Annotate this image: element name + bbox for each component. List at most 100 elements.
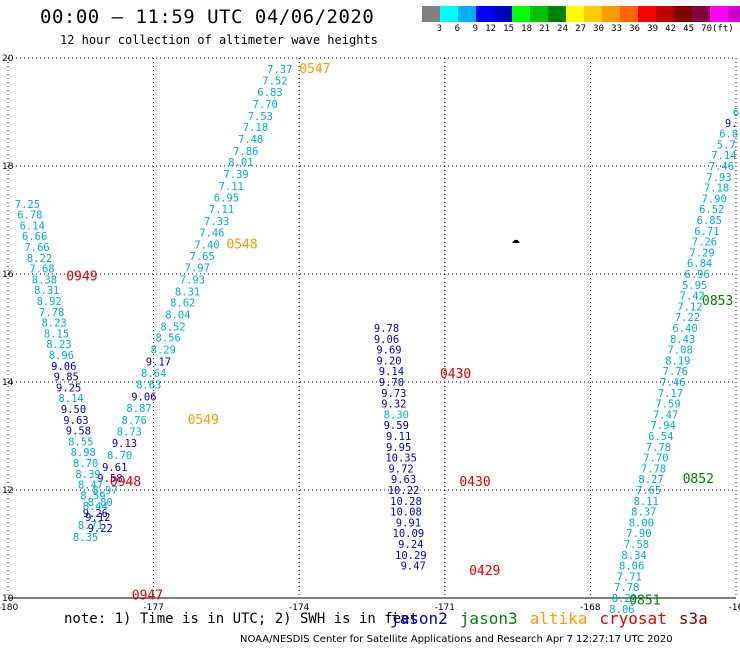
wave-height-value: 6 [733, 107, 739, 119]
wave-height-value: 9.85 [54, 372, 79, 384]
footer-credit: NOAA/NESDIS Center for Satellite Applica… [240, 634, 673, 645]
wave-height-value: 9.58 [97, 473, 122, 485]
wave-height-value: 8.01 [228, 157, 253, 169]
wave-height-value: 9.72 [388, 463, 413, 475]
wave-height-value: 7.65 [189, 251, 214, 263]
wave-height-value: 10.29 [395, 550, 427, 562]
wave-height-value: 7.17 [658, 388, 683, 400]
wave-height-value: 7.93 [706, 172, 731, 184]
wave-height-value: 8.62 [170, 298, 195, 310]
wave-height-value: 7.11 [219, 181, 244, 193]
wave-height-value: 10.09 [393, 528, 425, 540]
wave-height-value: 9.63 [391, 474, 416, 486]
scale-swatch [566, 6, 584, 22]
wave-height-value: 9.06 [374, 334, 399, 346]
wave-height-value: 8.29 [151, 345, 176, 357]
wave-height-value: 8.27 [638, 474, 663, 486]
wave-height-value: 8.92 [37, 296, 62, 308]
map-grid [7, 57, 737, 599]
scale-swatch [692, 6, 710, 22]
wave-height-value: 8.38 [32, 274, 57, 286]
scale-swatch [458, 6, 476, 22]
wave-height-value: 9.47 [401, 561, 426, 573]
pass-time-label: 0430 [459, 475, 490, 490]
x-tick-label: -168 [580, 603, 601, 613]
pass-time-label: 0549 [188, 413, 219, 428]
wave-height-value: 7.78 [39, 307, 64, 319]
wave-height-value: 7.97 [185, 263, 210, 275]
wave-height-value: 7.78 [646, 442, 671, 454]
wave-height-value: 9.91 [396, 517, 421, 529]
legend-item-jason3: jason3 [459, 609, 518, 628]
wave-height-value: 7.59 [655, 399, 680, 411]
pass-time-label: 0547 [299, 62, 330, 77]
wave-height-value: 8.56 [156, 333, 181, 345]
wave-height-value: 9.12 [85, 512, 110, 524]
wave-height-value: 9.06 [131, 392, 156, 404]
wave-height-value: 8.19 [665, 355, 690, 367]
axis-ticks: -180 -177 -174 -171 -168 -16 10 12 14 16 18 20 [0, 54, 740, 613]
wave-height-value: 8.97 [92, 485, 117, 497]
wave-height-value: 7.46 [199, 227, 224, 239]
wave-height-value: 8.31 [34, 285, 59, 297]
wave-height-value: 9.61 [102, 462, 127, 474]
wave-height-value: 9.63 [63, 415, 88, 427]
wave-height-value: 7.78 [614, 582, 639, 594]
wave-height-value: 8.22 [27, 253, 52, 265]
wave-height-value: 8.52 [160, 321, 185, 333]
wave-height-value: 8.70 [73, 458, 98, 470]
scale-label: 42 [665, 24, 676, 34]
wave-height-value: 10.08 [390, 507, 422, 519]
wave-height-value: 7.70 [643, 453, 668, 465]
wave-height-value: 6.14 [20, 220, 45, 232]
wave-height-value: 7.18 [243, 122, 268, 134]
wave-height-value: 8.23 [46, 339, 71, 351]
legend-item-cryosat: cryosat [599, 609, 667, 628]
wave-height-value: 8.47 [78, 480, 103, 492]
wave-height-value: 9.24 [398, 539, 423, 551]
wave-height-value: 9.17 [146, 356, 171, 368]
scale-label: 12 [485, 24, 496, 34]
legend-item-jason2: jason2 [390, 609, 448, 628]
satellite-legend: jason2 jason3 altika cryosat s3a [390, 609, 720, 628]
wave-height-value: 9.69 [376, 345, 401, 357]
scale-swatch [728, 6, 740, 22]
wave-height-value: 8.64 [141, 368, 166, 380]
wave-height-value: 8.06 [619, 561, 644, 573]
pass-time-label: 0430 [440, 367, 471, 382]
wave-height-value: 9. [725, 118, 738, 130]
wave-height-value: 7.93 [180, 274, 205, 286]
wave-height-value: 9.22 [88, 523, 113, 535]
wave-height-value: 8.15 [44, 328, 69, 340]
wave-height-value: 8.70 [107, 450, 132, 462]
wave-height-value: 7.42 [680, 291, 705, 303]
marker-icon: ☁ [511, 236, 520, 246]
scale-swatch [530, 6, 548, 22]
x-tick-label: -171 [435, 603, 455, 613]
wave-height-value: 6.52 [699, 204, 724, 216]
wave-height-value: 7.25 [15, 199, 40, 211]
wave-height-value: 5.7 [717, 139, 736, 151]
scale-label: 9 [472, 24, 478, 34]
scale-swatch [494, 6, 512, 22]
x-tick-label: -174 [289, 603, 310, 613]
wave-height-value: 7.26 [692, 237, 717, 249]
wave-height-value: 6.84 [687, 258, 712, 270]
y-tick-label: 12 [2, 486, 13, 496]
wave-height-value: 6.40 [672, 323, 697, 335]
wave-height-value: 6.54 [648, 431, 673, 443]
wave-height-value: 9.11 [386, 431, 411, 443]
wave-height-value: 7.39 [223, 169, 248, 181]
wave-height-value: 8.39 [75, 469, 100, 481]
wave-height-value: 8.34 [621, 550, 646, 562]
wave-height-value: 7.90 [626, 528, 651, 540]
wave-height-value: 8.98 [71, 447, 96, 459]
wave-height-value: 6.71 [694, 226, 719, 238]
wave-height-value: 8.37 [631, 507, 656, 519]
wave-height-value: 7.48 [238, 134, 263, 146]
wave-height-value: 8.30 [384, 409, 409, 421]
scale-swatch [422, 6, 440, 22]
wave-height-value: 6.96 [685, 269, 710, 281]
wave-height-value: 7.86 [233, 146, 258, 158]
